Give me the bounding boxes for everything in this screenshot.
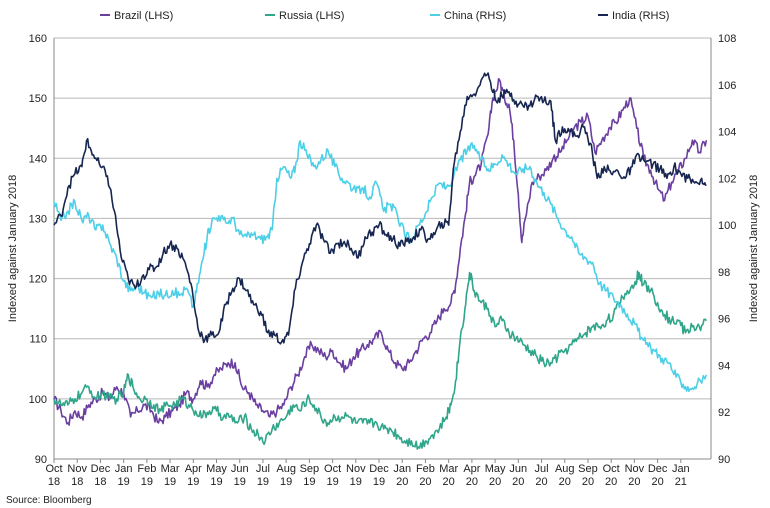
x-tick-year: 19	[257, 476, 269, 488]
legend-label: China (RHS)	[444, 10, 506, 22]
x-tick-year: 20	[559, 476, 571, 488]
y-left-tick-label: 120	[29, 274, 47, 286]
x-tick-year: 19	[350, 476, 362, 488]
x-tick-year: 20	[651, 476, 663, 488]
series-layer	[53, 72, 708, 450]
x-tick-year: 21	[675, 476, 687, 488]
x-tick-month: Jan	[115, 463, 133, 475]
source-note: Source: Bloomberg	[6, 495, 92, 506]
x-tick-month: Sep	[578, 463, 598, 475]
x-tick-year: 19	[280, 476, 292, 488]
series-line-3	[53, 140, 708, 392]
x-tick-month: Feb	[416, 463, 435, 475]
series-line-2	[53, 270, 708, 450]
x-tick-year: 20	[419, 476, 431, 488]
x-tick-month: Nov	[67, 463, 87, 475]
x-tick-month: Dec	[91, 463, 111, 475]
x-tick-year: 20	[628, 476, 640, 488]
y-left-tick-label: 150	[29, 93, 47, 105]
x-tick-year: 18	[48, 476, 60, 488]
legend-label: India (RHS)	[612, 10, 669, 22]
y-right-tick-label: 98	[718, 267, 730, 279]
x-tick-year: 19	[373, 476, 385, 488]
x-tick-year: 19	[187, 476, 199, 488]
x-tick-month: Mar	[439, 463, 458, 475]
x-tick-month: Oct	[324, 463, 341, 475]
x-tick-month: Dec	[369, 463, 389, 475]
x-tick-month: Apr	[185, 463, 202, 475]
x-tick-month: Oct	[45, 463, 62, 475]
x-tick-month: Jan	[672, 463, 690, 475]
x-tick-month: Oct	[603, 463, 620, 475]
x-tick-month: Aug	[555, 463, 575, 475]
y-axis-right-title: Indexed against January 2018	[748, 175, 760, 322]
x-tick-year: 20	[489, 476, 501, 488]
x-tick-year: 19	[210, 476, 222, 488]
y-right-tick-label: 92	[718, 407, 730, 419]
y-left-tick-label: 140	[29, 153, 47, 165]
x-tick-year: 20	[396, 476, 408, 488]
x-tick-month: Jun	[231, 463, 249, 475]
x-tick-month: Jun	[509, 463, 527, 475]
x-tick-month: Feb	[137, 463, 156, 475]
x-tick-month: Aug	[276, 463, 296, 475]
x-tick-month: Nov	[346, 463, 366, 475]
x-tick-year: 18	[71, 476, 83, 488]
y-left-tick-label: 160	[29, 33, 47, 45]
x-tick-year: 20	[443, 476, 455, 488]
x-tick-year: 19	[118, 476, 130, 488]
y-left-tick-label: 90	[35, 454, 47, 466]
x-tick-year: 18	[94, 476, 106, 488]
x-tick-month: Dec	[648, 463, 668, 475]
y-right-tick-label: 96	[718, 314, 730, 326]
x-tick-year: 19	[141, 476, 153, 488]
y-right-tick-label: 90	[718, 454, 730, 466]
y-right-tick-label: 106	[718, 80, 736, 92]
legend-label: Russia (LHS)	[279, 10, 344, 22]
legend-label: Brazil (LHS)	[114, 10, 173, 22]
x-tick-month: Mar	[161, 463, 180, 475]
x-tick-month: May	[206, 463, 227, 475]
x-tick-month: May	[485, 463, 506, 475]
y-left-tick-label: 110	[29, 334, 47, 346]
y-right-tick-label: 100	[718, 220, 736, 232]
x-tick-year: 20	[605, 476, 617, 488]
x-tick-month: Sep	[300, 463, 320, 475]
x-tick-year: 19	[164, 476, 176, 488]
series-line-4	[53, 72, 707, 345]
y-right-tick-label: 102	[718, 173, 736, 185]
x-tick-year: 20	[582, 476, 594, 488]
x-tick-year: 19	[234, 476, 246, 488]
series-line-1	[53, 78, 708, 426]
x-tick-year: 20	[512, 476, 524, 488]
x-tick-month: Jul	[534, 463, 548, 475]
x-tick-month: Jan	[393, 463, 411, 475]
y-right-tick-label: 104	[718, 127, 736, 139]
x-tick-year: 20	[535, 476, 547, 488]
y-left-tick-label: 130	[29, 213, 47, 225]
y-axis-left-title: Indexed against January 2018	[7, 175, 19, 322]
x-tick-year: 19	[303, 476, 315, 488]
axes: 90 100 110 120 130 140 150 160 90 92 94 96 98 100 102 1…	[29, 33, 737, 488]
x-tick-year: 20	[466, 476, 478, 488]
y-right-tick-label: 94	[718, 360, 730, 372]
x-tick-month: Nov	[625, 463, 645, 475]
y-left-tick-label: 100	[29, 394, 47, 406]
gridlines	[54, 37, 711, 400]
x-tick-month: Jul	[256, 463, 270, 475]
legend: Brazil (LHS) Russia (LHS) China (RHS) India…	[100, 10, 669, 22]
y-right-tick-label: 108	[718, 33, 736, 45]
x-tick-month: Apr	[463, 463, 480, 475]
x-tick-year: 19	[326, 476, 338, 488]
